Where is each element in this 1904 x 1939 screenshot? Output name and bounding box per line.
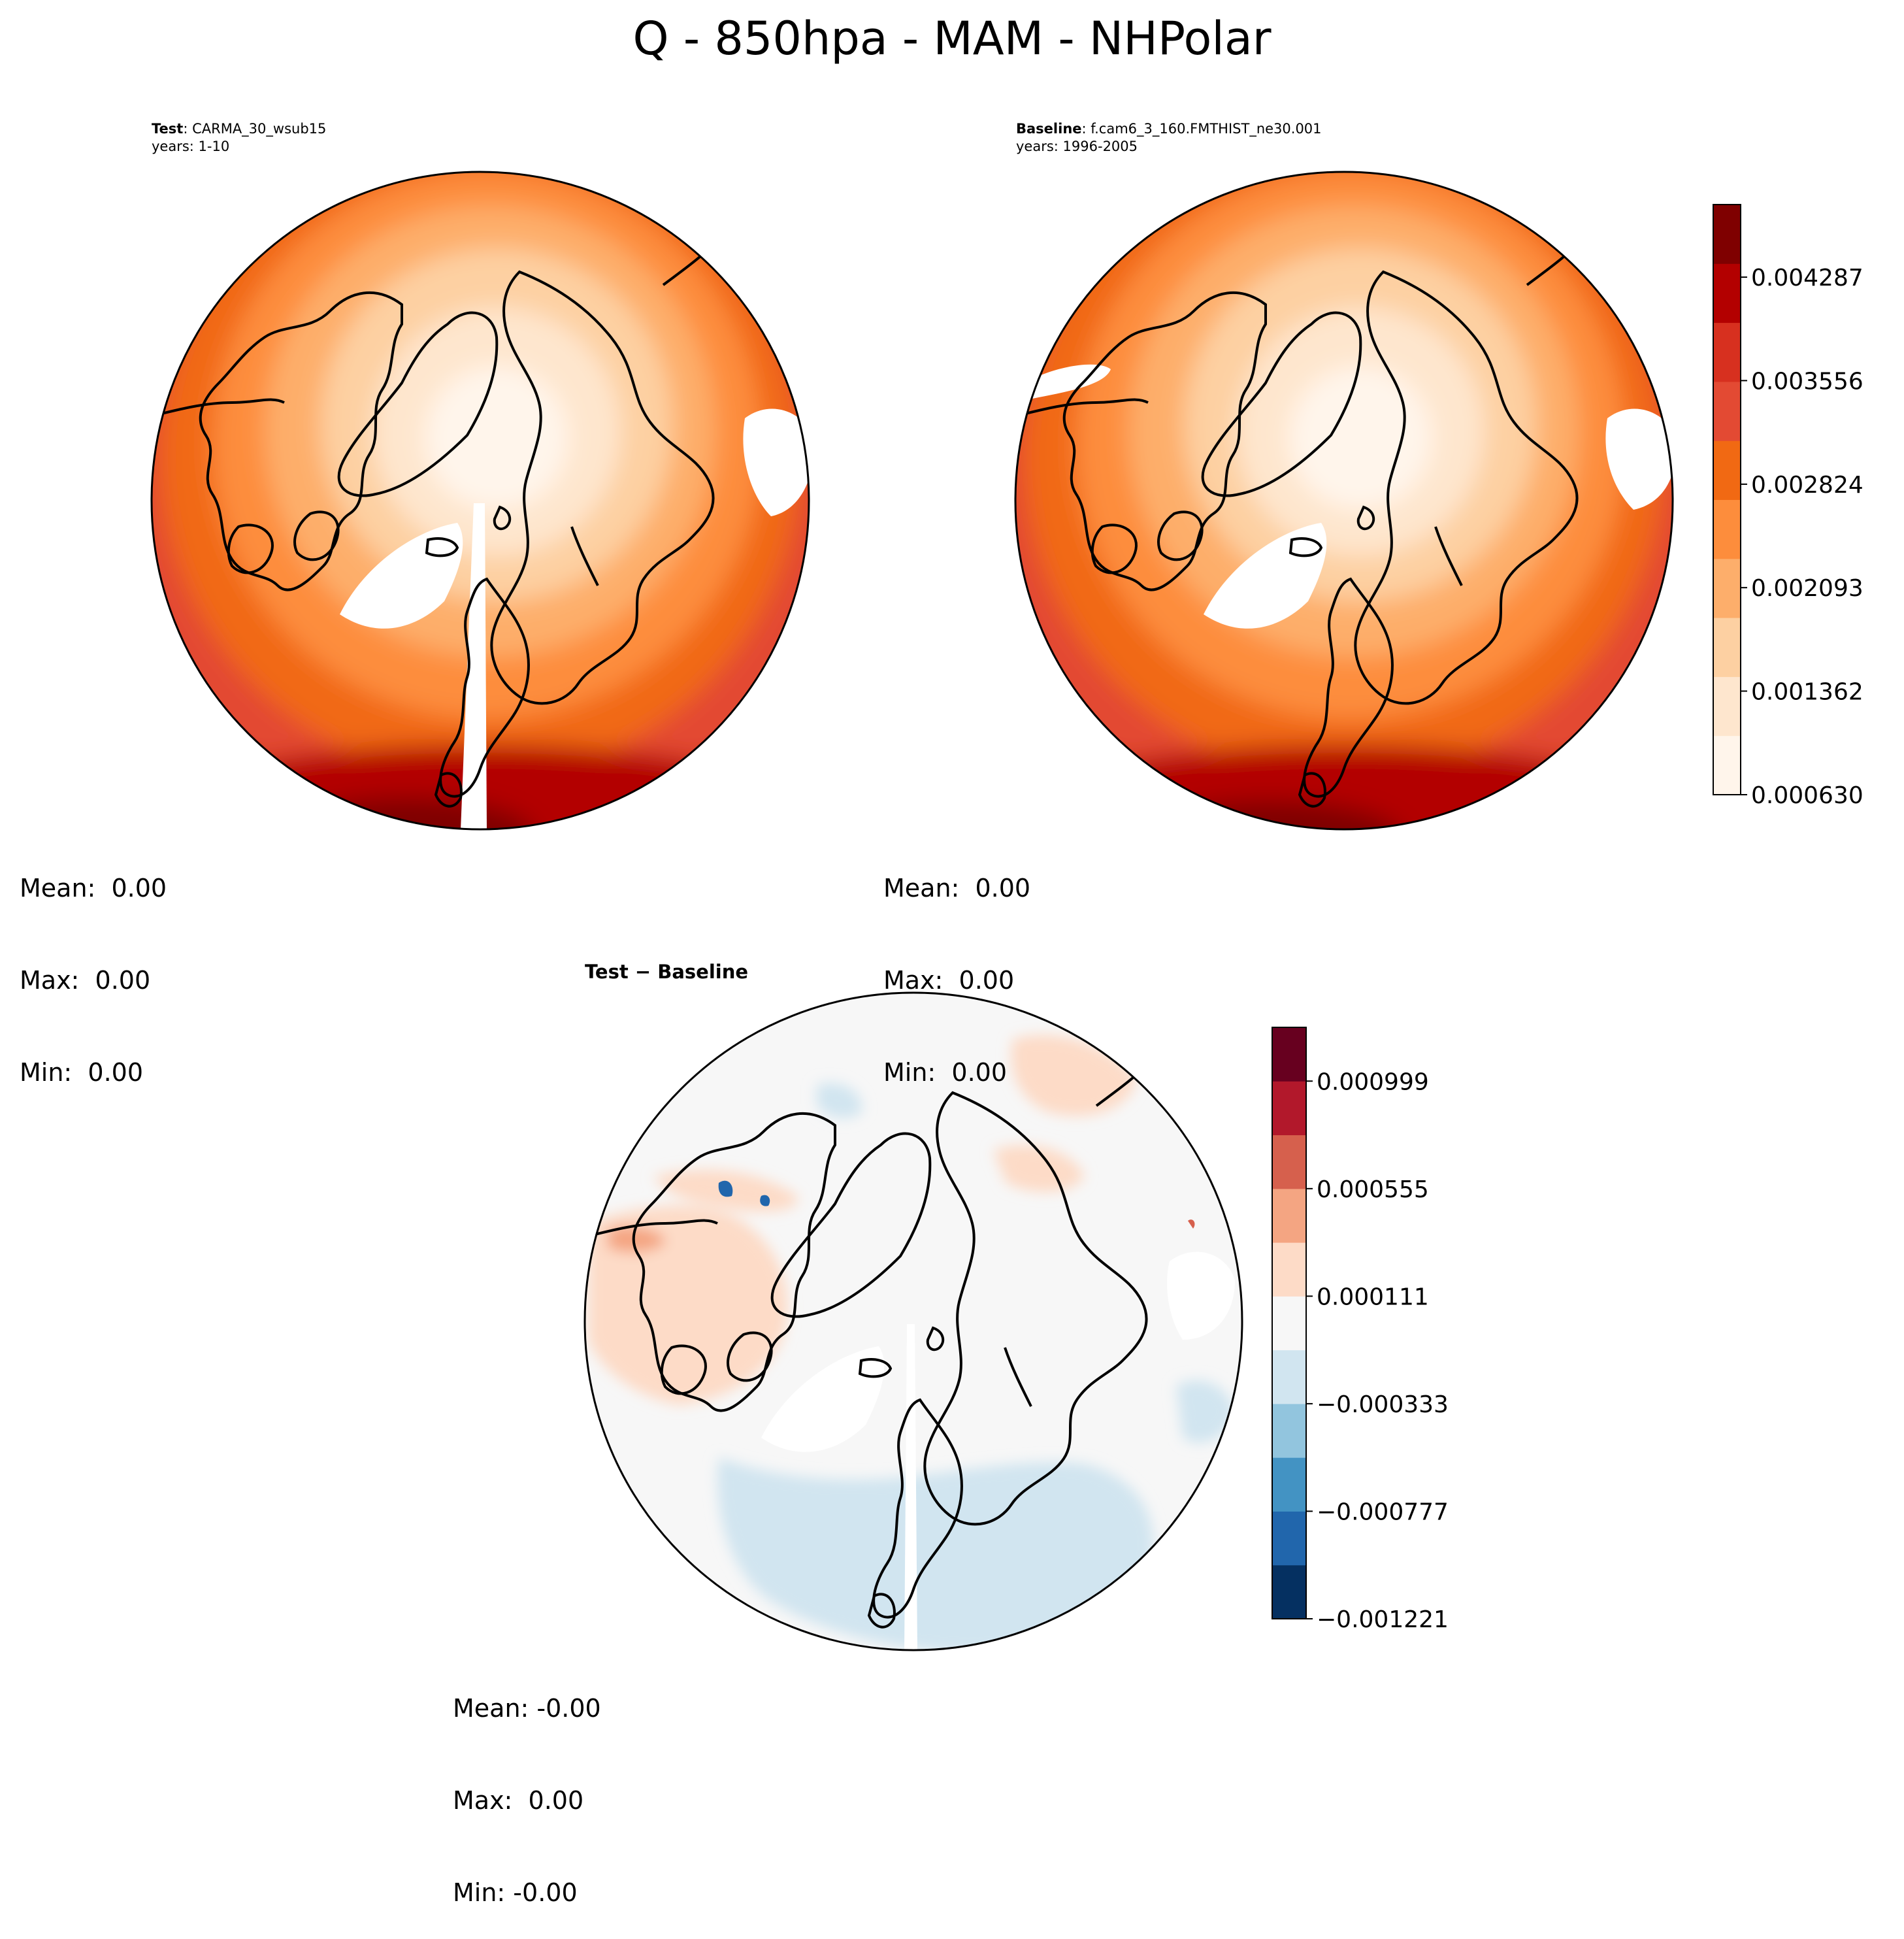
colorbar-diff-tick-label: 0.000111 [1317,1284,1429,1310]
colorbar-baseline-swatch [1713,618,1741,677]
test-map-frame [150,171,810,831]
colorbar-baseline-swatch [1713,676,1741,737]
colorbar-diff: 0.000999 0.000555 0.000111 −0.000333 −0.0007… [1272,1027,1449,1633]
colorbar-diff-tick-label: 0.000555 [1317,1176,1429,1203]
test-map [150,171,810,831]
colorbar-diff-tick-label: −0.000777 [1317,1499,1449,1525]
diff-min: Min: -0.00 [453,1878,578,1907]
diff-mean: Mean: -0.00 [453,1694,601,1723]
baseline-case: : f.cam6_3_160.FMTHIST_ne30.001 [1081,121,1322,137]
colorbar-baseline-frame [1713,204,1741,795]
colorbar-baseline: 0.004287 0.003556 0.002824 0.002093 0.001362… [1713,204,1863,809]
diff-title: Test − Baseline [585,961,749,983]
test-stats: Mean: 0.00 Max: 0.00 Min: 0.00 [20,812,167,1119]
baseline-stats: Mean: 0.00 Max: 0.00 Min: 0.00 [883,812,1030,1119]
colorbar-baseline-swatch [1713,381,1741,441]
colorbar-diff-swatch [1272,1027,1306,1082]
colorbar-baseline-tick-label: 0.004287 [1751,265,1863,291]
diff-map-frame [583,991,1243,1651]
colorbar-diff-swatch [1272,1242,1306,1297]
colorbar-baseline-swatch [1713,499,1741,559]
colorbar-diff-swatch [1272,1565,1306,1619]
colorbar-diff-swatch [1272,1081,1306,1136]
baseline-map-frame [1014,171,1674,831]
colorbar-baseline-swatch [1713,735,1741,795]
colorbar-baseline-tick-label: 0.001362 [1751,678,1863,705]
figure-canvas: 0.004287 0.003556 0.002824 0.002093 0.001362… [150,171,1863,1651]
main-title: Q - 850hpa - MAM - NHPolar [632,12,1272,65]
colorbar-baseline-swatch [1713,440,1741,500]
baseline-label: Baseline [1016,121,1082,137]
colorbar-diff-swatch [1272,1188,1306,1243]
test-min: Min: 0.00 [20,1058,143,1087]
colorbar-baseline-swatch [1713,205,1741,264]
colorbar-diff-swatch [1272,1135,1306,1189]
colorbar-diff-swatch [1272,1296,1306,1351]
test-mean: Mean: 0.00 [20,874,167,903]
colorbar-diff-tick-label: −0.001221 [1317,1606,1449,1633]
colorbar-diff-swatch [1272,1511,1306,1566]
colorbar-diff-tick-label: 0.000999 [1317,1069,1429,1095]
colorbar-baseline-tick-label: 0.000630 [1751,782,1863,809]
baseline-min: Min: 0.00 [883,1058,1007,1087]
colorbar-diff-swatch [1272,1457,1306,1512]
diff-map [583,991,1243,1651]
baseline-years: years: 1996-2005 [1016,139,1138,154]
colorbar-baseline-swatch [1713,322,1741,382]
baseline-mean: Mean: 0.00 [883,874,1031,903]
baseline-map [1014,171,1674,831]
test-max: Max: 0.00 [20,966,151,995]
test-label: Test [152,121,184,137]
diff-max: Max: 0.00 [453,1786,584,1815]
colorbar-baseline-tick-label: 0.003556 [1751,368,1863,395]
colorbar-diff-tick-label: −0.000333 [1317,1391,1449,1418]
baseline-max: Max: 0.00 [883,966,1015,995]
colorbar-baseline-swatch [1713,263,1741,323]
test-case: : CARMA_30_wsub15 [183,121,327,137]
colorbar-baseline-swatch [1713,558,1741,618]
colorbar-baseline-tick-label: 0.002093 [1751,575,1863,602]
diff-stats: Mean: -0.00 Max: 0.00 Min: -0.00 [453,1632,601,1939]
test-subtitle: Test: CARMA_30_wsub15 years: 1-10 [152,120,326,156]
colorbar-diff-frame [1272,1027,1307,1619]
colorbar-baseline-tick-label: 0.002824 [1751,472,1863,499]
colorbar-diff-swatch [1272,1350,1306,1404]
colorbar-diff-swatch [1272,1403,1306,1458]
test-years: years: 1-10 [152,139,230,154]
